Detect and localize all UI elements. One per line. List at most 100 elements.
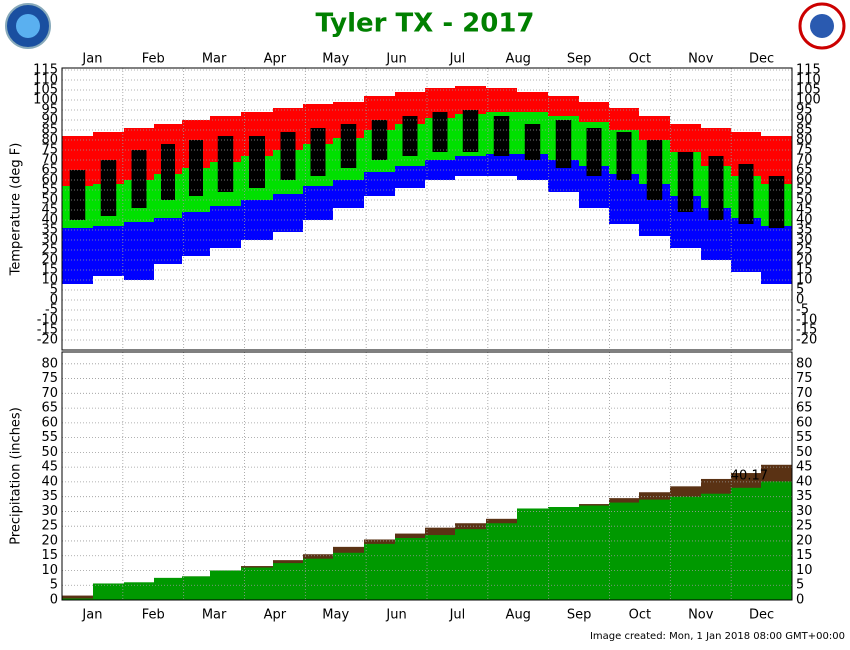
y-tick-label: 75	[41, 371, 58, 386]
y-tick-label-right: -10	[796, 313, 817, 328]
precip-observed	[639, 499, 670, 600]
y-tick-label: 55	[41, 430, 58, 445]
y-tick-label-right: 15	[796, 548, 813, 563]
observed-range	[161, 144, 175, 200]
y-tick-label: 95	[41, 103, 58, 118]
month-label: Sep	[567, 608, 592, 623]
record-low-band	[182, 212, 210, 256]
y-tick-label-right: 10	[796, 563, 813, 578]
precip-observed	[517, 508, 548, 600]
y-tick-label: 0	[50, 293, 58, 308]
month-label: May	[322, 608, 349, 623]
y-tick-label: 10	[41, 273, 58, 288]
y-tick-label-right: 25	[796, 519, 813, 534]
month-label: Aug	[506, 52, 531, 67]
precip-observed	[731, 487, 761, 600]
plot-frame	[61, 351, 793, 601]
y-tick-label-right: 20	[796, 533, 813, 548]
observed-range	[217, 136, 234, 192]
precip-observed	[701, 493, 731, 600]
record-low-band	[761, 226, 792, 284]
precip-observed	[609, 502, 639, 600]
record-high-band	[609, 108, 639, 130]
y-tick-label: -5	[45, 303, 58, 318]
y-tick-label: 40	[41, 213, 58, 228]
precip-observed	[425, 535, 455, 600]
observed-range	[189, 140, 203, 196]
y-tick-label: 5	[50, 283, 58, 298]
y-axis-label: Precipitation (inches)	[9, 407, 24, 545]
month-label: Oct	[629, 52, 651, 67]
y-tick-label-right: 40	[796, 213, 813, 228]
observed-range	[310, 128, 326, 176]
y-tick-label-right: 15	[796, 263, 813, 278]
y-tick-label-right: 115	[796, 63, 821, 78]
observed-range	[280, 132, 296, 180]
record-low-band	[154, 218, 182, 264]
observed-range	[249, 136, 265, 188]
plot-frame	[61, 67, 793, 351]
precip-observed	[241, 567, 273, 600]
month-label: Feb	[142, 608, 165, 623]
y-tick-label: 10	[41, 563, 58, 578]
y-tick-label-right: 5	[796, 283, 804, 298]
y-tick-label: 35	[41, 223, 58, 238]
record-high-band	[579, 102, 609, 122]
record-low-band	[303, 186, 333, 220]
observed-range	[131, 150, 147, 208]
month-label: Mar	[202, 52, 227, 67]
month-label: Nov	[688, 608, 714, 623]
record-high-band	[670, 124, 701, 152]
y-tick-label: 65	[41, 163, 58, 178]
y-tick-label: 65	[41, 401, 58, 416]
y-tick-label: 50	[41, 445, 58, 460]
observed-range	[586, 128, 602, 176]
y-tick-label-right: 10	[796, 273, 813, 288]
y-tick-label: 50	[41, 193, 58, 208]
y-tick-label-right: 75	[796, 371, 813, 386]
y-tick-label: 115	[33, 63, 58, 78]
y-tick-label: 105	[33, 83, 58, 98]
y-tick-label-right: 45	[796, 460, 813, 475]
y-tick-label-right: 5	[796, 578, 804, 593]
nws-logo-inner	[810, 14, 834, 38]
month-label: Jul	[449, 52, 466, 67]
record-low-band	[333, 180, 364, 208]
observed-range	[768, 176, 785, 228]
y-tick-label-right: 55	[796, 430, 813, 445]
y-tick-label-right: 90	[796, 113, 813, 128]
precip-observed	[93, 583, 124, 600]
y-tick-label-right: 100	[796, 93, 821, 108]
month-label: May	[322, 52, 349, 67]
y-tick-label: 55	[41, 183, 58, 198]
precip-observed	[548, 507, 579, 600]
y-tick-label-right: 30	[796, 233, 813, 248]
y-tick-label: 0	[50, 593, 58, 608]
month-label: Dec	[749, 608, 774, 623]
y-tick-label-right: 55	[796, 183, 813, 198]
y-tick-label-right: 95	[796, 103, 813, 118]
y-tick-label-right: 70	[796, 386, 813, 401]
record-low-band	[124, 222, 154, 280]
y-tick-label-right: 75	[796, 143, 813, 158]
y-tick-label: 110	[33, 73, 58, 88]
y-tick-label-right: -15	[796, 323, 817, 338]
y-tick-label: 5	[50, 578, 58, 593]
month-label: Jan	[81, 52, 102, 67]
precip-observed	[333, 552, 364, 600]
month-label: Apr	[264, 52, 287, 67]
y-tick-label: 25	[41, 243, 58, 258]
y-tick-label: -15	[37, 323, 58, 338]
y-tick-label-right: 20	[796, 253, 813, 268]
y-tick-label-right: 70	[796, 153, 813, 168]
precip-observed	[62, 598, 93, 600]
observed-range	[100, 160, 117, 216]
month-label: Sep	[567, 52, 592, 67]
month-label: Jun	[385, 52, 406, 67]
y-tick-label: 40	[41, 474, 58, 489]
month-label: Dec	[749, 52, 774, 67]
y-tick-label: -20	[37, 333, 58, 348]
month-label: Jun	[385, 608, 406, 623]
y-tick-label-right: 30	[796, 504, 813, 519]
